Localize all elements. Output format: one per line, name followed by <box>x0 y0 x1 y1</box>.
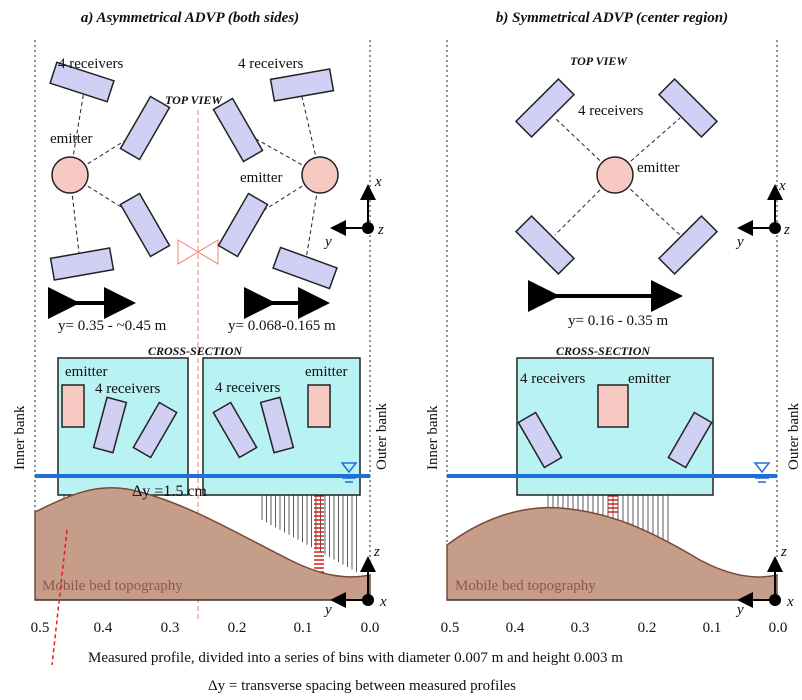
label: emitter <box>240 170 282 186</box>
label: TOP VIEW <box>165 93 223 107</box>
axis-letter: z <box>377 222 384 238</box>
label: Outer bank <box>786 402 802 470</box>
label: emitter <box>305 364 347 380</box>
x-tick-label: 0.0 <box>769 620 788 636</box>
axis-letter: z <box>373 544 380 560</box>
label: Inner bank <box>425 405 441 470</box>
emitter <box>598 385 628 427</box>
panel-a-title: a) Asymmetrical ADVP (both sides) <box>81 10 299 26</box>
x-tick-label: 0.4 <box>94 620 113 636</box>
axis-letter: z <box>783 222 790 238</box>
label: CROSS-SECTION <box>148 344 243 358</box>
label: emitter <box>65 364 107 380</box>
x-tick-label: 0.4 <box>506 620 525 636</box>
emitter <box>62 385 84 427</box>
x-tick-label: 0.1 <box>703 620 722 636</box>
axis-letter: y <box>323 234 332 250</box>
x-tick-label: 0.2 <box>638 620 657 636</box>
x-tick-label: 0.0 <box>361 620 380 636</box>
symmetry-icon <box>178 240 218 264</box>
footnote: Measured profile, divided into a series … <box>88 650 623 666</box>
emitter <box>308 385 330 427</box>
x-tick-label: 0.5 <box>31 620 50 636</box>
axis-letter: x <box>374 174 382 190</box>
axis-letter: z <box>780 544 787 560</box>
label: y= 0.35 - ~0.45 m <box>58 318 167 334</box>
axis-letter: y <box>735 602 744 618</box>
water-symbol <box>755 463 769 482</box>
x-tick-label: 0.1 <box>294 620 313 636</box>
label: emitter <box>637 160 679 176</box>
label: Mobile bed topography <box>455 578 596 594</box>
axis-letter: x <box>786 594 794 610</box>
x-tick-label: 0.5 <box>441 620 460 636</box>
label: Δy =1.5 cm <box>132 483 207 500</box>
label: CROSS-SECTION <box>556 344 651 358</box>
label: 4 receivers <box>238 56 304 72</box>
axis-letter: x <box>778 178 786 194</box>
x-tick-label: 0.3 <box>161 620 180 636</box>
label: 4 receivers <box>95 381 161 397</box>
footnote: Δy = transverse spacing between measured… <box>208 678 516 694</box>
label: 4 receivers <box>520 371 586 387</box>
label: emitter <box>50 131 92 147</box>
x-tick-label: 0.2 <box>228 620 247 636</box>
label: 4 receivers <box>215 380 281 396</box>
label: TOP VIEW <box>570 54 628 68</box>
diagram: a) Asymmetrical ADVP (both sides) b) Sym… <box>0 0 802 700</box>
label: y= 0.068-0.165 m <box>228 318 336 334</box>
top-view-left <box>50 62 169 280</box>
label: Mobile bed topography <box>42 578 183 594</box>
axis-letter: y <box>323 602 332 618</box>
label: emitter <box>628 371 670 387</box>
axis-letter: x <box>379 594 387 610</box>
label: 4 receivers <box>578 103 644 119</box>
panel-b-title: b) Symmetrical ADVP (center region) <box>496 10 728 26</box>
label: Inner bank <box>12 405 28 470</box>
label: 4 receivers <box>58 56 124 72</box>
label: y= 0.16 - 0.35 m <box>568 313 668 329</box>
label: Outer bank <box>374 402 390 470</box>
x-tick-label: 0.3 <box>571 620 590 636</box>
axis-letter: y <box>735 234 744 250</box>
